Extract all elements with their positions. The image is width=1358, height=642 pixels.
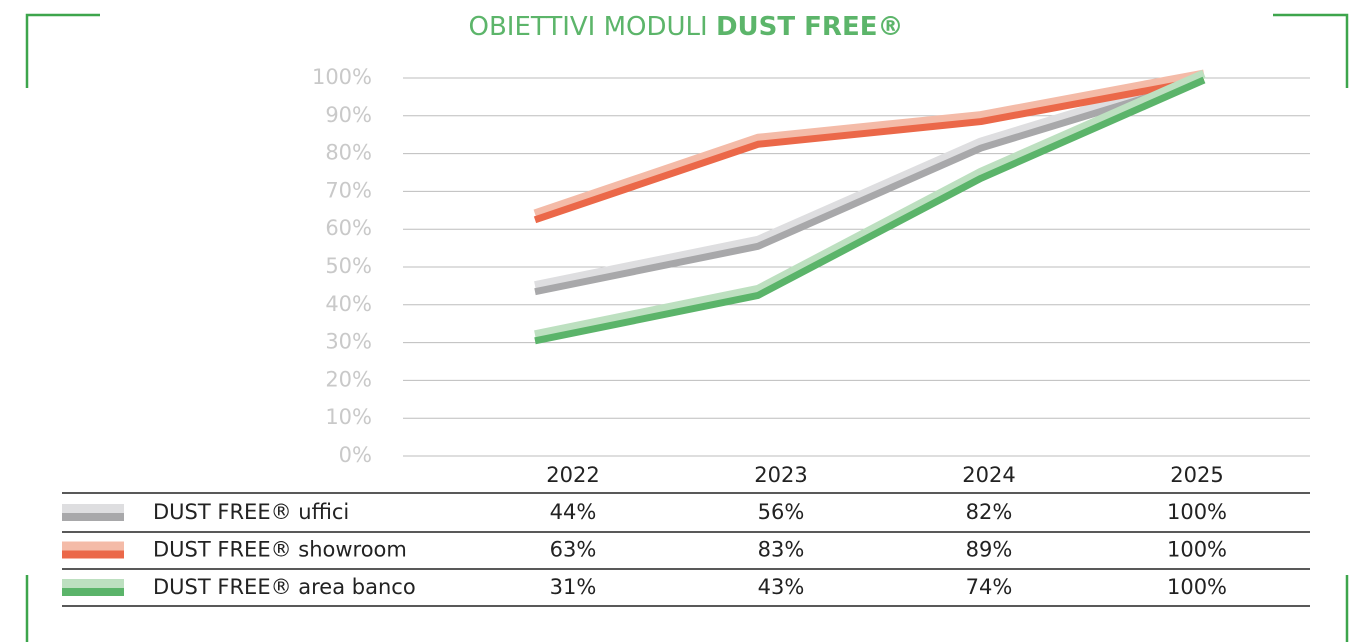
y-tick-label: 10% <box>325 405 372 429</box>
y-tick-label: 30% <box>325 330 372 354</box>
legend-label: DUST FREE® showroom <box>153 538 407 562</box>
line <box>533 76 1205 224</box>
table-value: 89% <box>966 538 1013 562</box>
legend-label: DUST FREE® area banco <box>153 575 416 599</box>
legend-swatch <box>62 588 124 596</box>
table-value: 100% <box>1167 538 1227 562</box>
table-value: 56% <box>758 500 805 524</box>
y-tick-label: 100% <box>312 65 372 89</box>
frame <box>25 13 1349 642</box>
title-bold: DUST FREE® <box>716 12 904 42</box>
legend-swatch-light <box>62 579 124 588</box>
table-value: 44% <box>550 500 597 524</box>
x-tick-label: 2025 <box>1170 463 1223 487</box>
table-value: 100% <box>1167 500 1227 524</box>
table-value: 31% <box>550 575 597 599</box>
chart-title: OBIETTIVI MODULI DUST FREE® <box>469 12 904 42</box>
y-tick-label: 0% <box>339 443 372 467</box>
corner <box>25 13 100 88</box>
table-value: 83% <box>758 538 805 562</box>
y-tick-label: 60% <box>325 216 372 240</box>
y-tick-label: 70% <box>325 178 372 202</box>
x-tick-label: 2022 <box>546 463 599 487</box>
legend-swatch <box>62 550 124 559</box>
y-tick-label: 20% <box>325 367 372 391</box>
line <box>534 76 1206 345</box>
table-value: 82% <box>966 500 1013 524</box>
y-tick-label: 50% <box>325 254 372 278</box>
title-part: OBIETTIVI MODULI <box>469 12 708 42</box>
y-tick-label: 80% <box>325 141 372 165</box>
line-highlight <box>533 69 1205 219</box>
x-tick-label: 2024 <box>962 463 1015 487</box>
y-tick-label: 40% <box>325 292 372 316</box>
table-value: 74% <box>966 575 1013 599</box>
line <box>534 76 1206 296</box>
legend-swatch-light <box>62 541 124 551</box>
legend-swatch-light <box>62 504 124 513</box>
table-value: 100% <box>1167 575 1227 599</box>
table-value: 43% <box>758 575 805 599</box>
legend-swatch <box>62 513 124 521</box>
line-highlight <box>534 69 1206 340</box>
y-tick-label: 90% <box>325 103 372 127</box>
line-highlight <box>534 69 1206 291</box>
legend-label: DUST FREE® uffici <box>153 500 349 524</box>
table-value: 63% <box>550 538 597 562</box>
x-tick-label: 2023 <box>754 463 807 487</box>
corner <box>1273 13 1349 88</box>
